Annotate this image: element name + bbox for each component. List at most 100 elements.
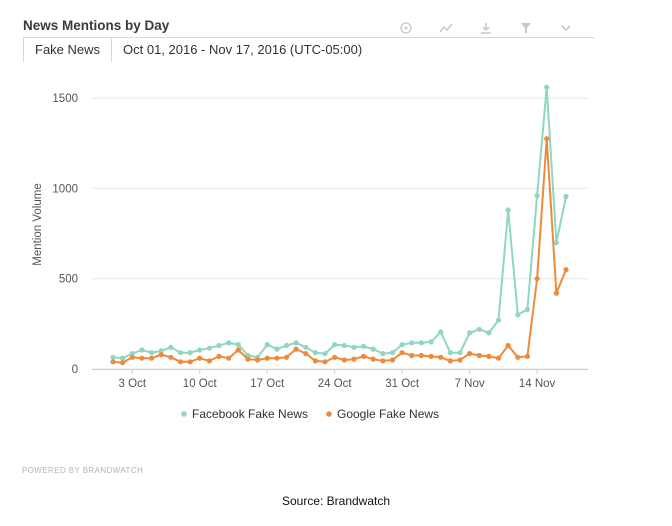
legend-marker — [181, 411, 187, 417]
y-tick-label: 1500 — [52, 93, 78, 105]
data-point — [129, 354, 135, 360]
x-tick-label: 24 Oct — [318, 378, 353, 390]
powered-by-label: POWERED BY BRANDWATCH — [22, 466, 144, 475]
data-point — [322, 351, 328, 357]
legend-label: Facebook Fake News — [192, 407, 308, 421]
y-tick-label: 0 — [72, 364, 78, 376]
data-point — [322, 359, 328, 365]
data-point — [206, 358, 212, 364]
data-point — [293, 346, 299, 352]
data-point — [380, 358, 386, 364]
filter-icon[interactable] — [506, 19, 546, 37]
data-point — [216, 353, 222, 359]
data-point — [495, 317, 502, 323]
data-point — [235, 347, 241, 353]
data-point — [216, 342, 222, 349]
chart-panel: News Mentions by Day Fake News Oct 01, 2… — [20, 10, 594, 480]
data-point — [399, 350, 405, 356]
data-point — [351, 344, 357, 350]
data-point — [255, 357, 261, 363]
data-point — [177, 350, 184, 356]
date-range-label: Oct 01, 2016 - Nov 17, 2016 (UTC-05:00) — [123, 42, 363, 57]
series-line — [112, 137, 567, 364]
data-point — [563, 193, 569, 200]
data-point — [168, 344, 174, 350]
data-point — [428, 353, 434, 359]
data-point — [197, 347, 203, 353]
data-point — [544, 136, 550, 142]
data-point — [332, 354, 338, 360]
data-point — [312, 358, 318, 364]
data-point — [110, 359, 116, 365]
data-point — [553, 290, 560, 296]
data-point — [283, 342, 290, 349]
data-point — [563, 267, 569, 273]
download-icon[interactable] — [466, 19, 506, 37]
data-point — [534, 276, 540, 282]
data-point — [505, 207, 511, 213]
chart-title: News Mentions by Day — [23, 18, 170, 33]
x-tick-label: 17 Oct — [250, 378, 285, 390]
data-point — [303, 351, 309, 357]
tab-fake-news[interactable]: Fake News — [23, 38, 113, 62]
x-tick-label: 7 Nov — [455, 378, 485, 390]
y-axis-title: Mention Volume — [32, 183, 44, 265]
chevron-down-icon[interactable] — [546, 19, 586, 37]
source-caption: Source: Brandwatch — [281, 494, 391, 508]
data-point — [467, 330, 473, 336]
data-point — [438, 354, 444, 360]
data-point — [515, 312, 521, 318]
data-point — [303, 344, 309, 350]
data-point — [264, 355, 270, 361]
data-point — [351, 356, 357, 362]
trend-icon[interactable] — [426, 19, 466, 37]
data-point — [399, 342, 405, 348]
data-point — [524, 353, 531, 359]
data-point — [120, 360, 126, 366]
data-point — [534, 193, 540, 199]
x-tick-label: 10 Oct — [183, 378, 218, 390]
data-point — [129, 351, 135, 357]
data-point — [110, 354, 116, 360]
data-point — [245, 356, 251, 362]
data-point — [274, 355, 280, 361]
data-point — [187, 359, 193, 365]
data-point — [149, 350, 155, 356]
data-point — [486, 353, 492, 359]
data-point — [505, 342, 511, 349]
data-point — [158, 352, 164, 358]
data-point — [341, 342, 347, 349]
data-point — [389, 350, 396, 356]
data-point — [332, 342, 338, 348]
data-point — [149, 355, 155, 361]
data-point — [312, 350, 318, 356]
x-tick-label: 3 Oct — [119, 378, 147, 390]
data-point — [197, 355, 203, 361]
data-point — [370, 346, 376, 352]
data-point — [187, 350, 193, 356]
line-chart: 0 500 1000 1500 3 Oct 10 Oct 17 Oct 24 Oct 31 Oc… — [32, 84, 588, 421]
data-point — [168, 354, 174, 360]
data-point — [361, 353, 367, 359]
data-point — [467, 351, 473, 357]
data-point — [457, 350, 463, 356]
data-point — [283, 354, 290, 360]
data-point — [515, 354, 521, 360]
data-point — [206, 345, 212, 351]
data-point — [447, 358, 453, 364]
data-point — [486, 330, 492, 336]
x-tick-label: 14 Nov — [519, 378, 556, 390]
data-point — [341, 357, 347, 363]
data-point — [177, 359, 184, 365]
data-point — [418, 340, 424, 346]
data-point — [438, 329, 444, 335]
data-point — [226, 355, 232, 361]
data-point — [457, 357, 463, 363]
data-point — [447, 350, 453, 356]
data-point — [158, 348, 164, 354]
data-point — [476, 352, 482, 359]
help-icon[interactable] — [386, 19, 426, 37]
data-point — [264, 342, 270, 348]
data-point — [380, 351, 386, 357]
data-point — [409, 352, 415, 359]
